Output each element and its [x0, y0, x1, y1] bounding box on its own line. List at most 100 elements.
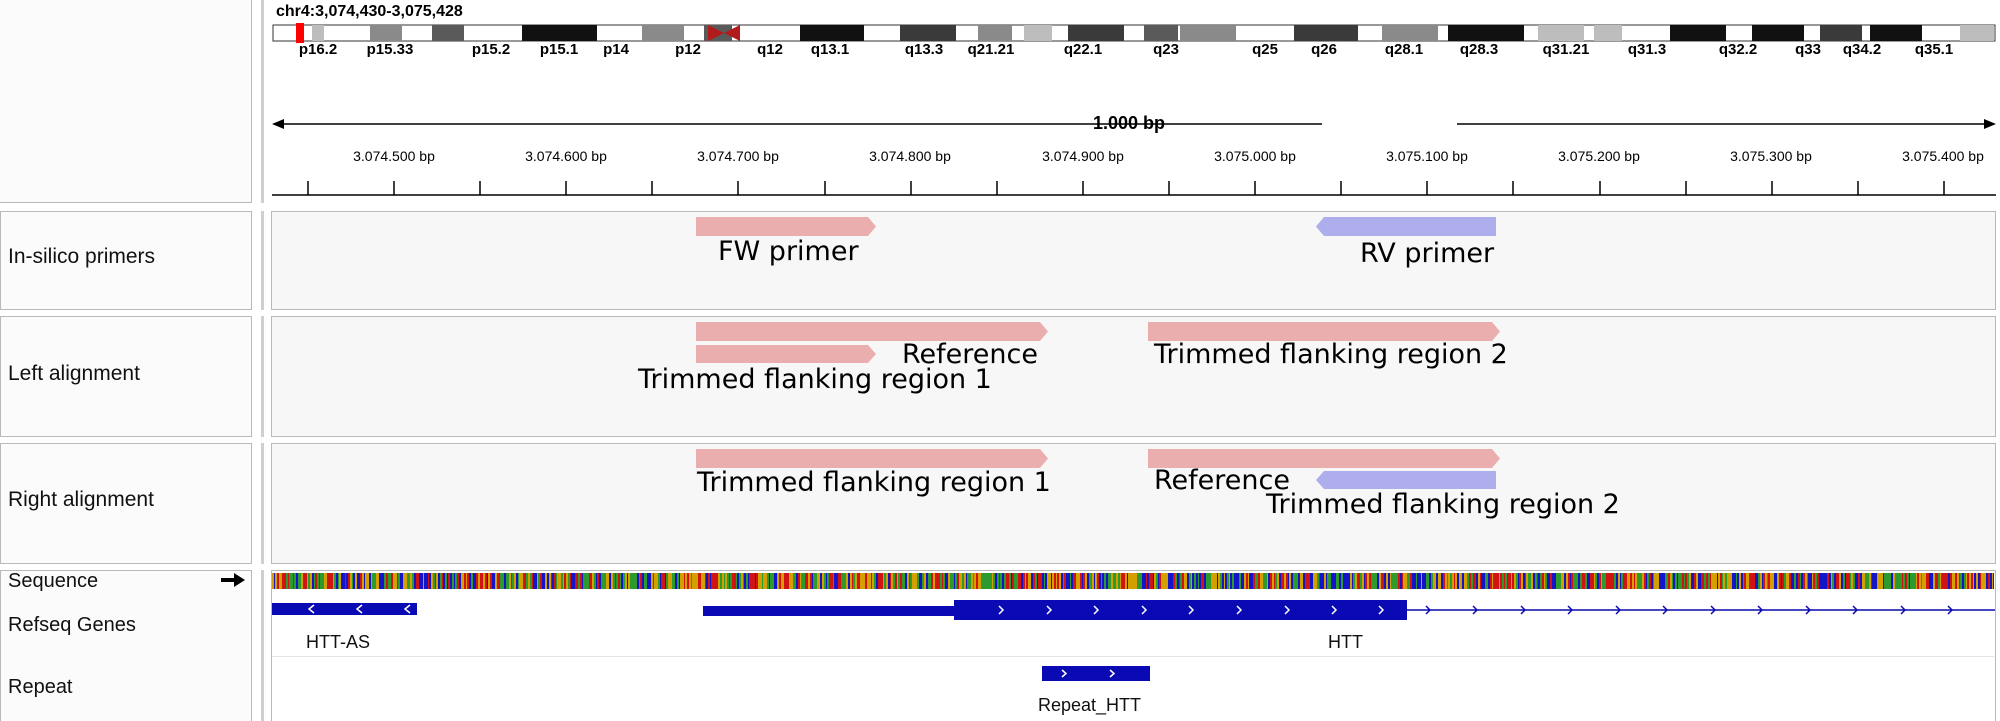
sequence-base	[1064, 573, 1067, 589]
sequence-base	[910, 573, 913, 589]
sequence-base	[560, 573, 563, 589]
panel-divider[interactable]	[261, 0, 264, 203]
gene-htt-as-label: HTT-AS	[306, 632, 371, 652]
sequence-base	[311, 573, 314, 589]
sequence-base	[1595, 573, 1598, 589]
sequence-base	[1047, 573, 1050, 589]
sequence-base	[920, 573, 923, 589]
sequence-base	[891, 573, 894, 589]
sequence-base	[1614, 573, 1617, 589]
sequence-base	[816, 573, 819, 589]
sequence-base	[1159, 573, 1162, 589]
sequence-base	[1593, 573, 1596, 589]
sequence-base	[664, 573, 667, 589]
panel-divider[interactable]	[261, 211, 264, 310]
sequence-base	[687, 573, 690, 589]
repeat-htt-feature[interactable]	[1042, 666, 1150, 681]
sequence-base	[631, 573, 634, 589]
track-area-right-alignment[interactable]	[271, 443, 1996, 564]
sequence-base	[1265, 573, 1268, 589]
track-name-panel-right-alignment[interactable]	[0, 443, 252, 564]
gene-htt-as[interactable]	[272, 601, 422, 617]
chromosome-ideogram[interactable]	[272, 23, 1996, 43]
sequence-base	[662, 573, 665, 589]
sequence-base	[818, 573, 821, 589]
sequence-base	[695, 573, 698, 589]
sequence-base	[723, 573, 726, 589]
right-flank1-feature[interactable]	[696, 449, 1048, 468]
panel-divider[interactable]	[261, 570, 264, 721]
sequence-base	[1867, 573, 1870, 589]
sequence-base	[1455, 573, 1458, 589]
sequence-base	[1732, 573, 1735, 589]
sequence-base	[984, 573, 987, 589]
right-flank2-feature[interactable]	[1316, 471, 1496, 489]
sequence-base	[1969, 573, 1972, 589]
sequence-base	[841, 573, 844, 589]
sequence-base	[379, 573, 382, 589]
sequence-base	[1292, 573, 1295, 589]
track-name-panel-left-alignment[interactable]	[0, 316, 252, 437]
sequence-base	[1420, 573, 1423, 589]
sequence-base	[721, 573, 724, 589]
sequence-base	[1517, 573, 1520, 589]
panel-divider[interactable]	[261, 443, 264, 564]
sequence-base	[517, 573, 520, 589]
sequence-base	[1905, 573, 1908, 589]
left-flank2-feature[interactable]	[1148, 322, 1500, 341]
sequence-base	[780, 573, 783, 589]
sequence-base	[1946, 573, 1949, 589]
panel-divider[interactable]	[261, 316, 264, 437]
right-reference-feature[interactable]	[1148, 449, 1500, 468]
left-flank1-feature[interactable]	[696, 345, 876, 363]
sequence-base	[586, 573, 589, 589]
sequence-base	[285, 573, 288, 589]
track-name-panel-primers[interactable]	[0, 211, 252, 310]
sequence-base	[1346, 573, 1349, 589]
track-name-primers: In-silico primers	[8, 245, 156, 268]
track-area-primers[interactable]	[271, 211, 1996, 310]
sequence-base	[1417, 573, 1420, 589]
sequence-base	[405, 573, 408, 589]
left-flank2-label: Trimmed flanking region 2	[1154, 339, 1508, 370]
ruler-axis[interactable]	[272, 165, 1996, 200]
sequence-base	[896, 573, 899, 589]
sequence-base	[1284, 573, 1287, 589]
track-name-sequence[interactable]: Sequence	[8, 570, 99, 592]
sequence-base	[706, 573, 709, 589]
track-area-left-alignment[interactable]	[271, 316, 1996, 437]
sequence-base	[1244, 573, 1247, 589]
sequence-base	[1315, 573, 1318, 589]
sequence-base	[614, 573, 617, 589]
sequence-base	[491, 573, 494, 589]
sequence-base	[313, 573, 316, 589]
sequence-base	[1092, 573, 1095, 589]
locus-label: chr4:3,074,430-3,075,428	[276, 3, 463, 20]
sequence-base	[633, 573, 636, 589]
sequence-base	[998, 573, 1001, 589]
sequence-base	[846, 573, 849, 589]
sequence-base	[1197, 573, 1200, 589]
sequence-base	[528, 573, 531, 589]
sequence-base	[1223, 573, 1226, 589]
sequence-base	[297, 573, 300, 589]
sequence-base	[1299, 573, 1302, 589]
band-label: p16.2	[298, 41, 338, 58]
sequence-base	[1256, 573, 1259, 589]
sequence-base	[645, 573, 648, 589]
sequence-track[interactable]	[272, 573, 1994, 589]
right-arrow-icon[interactable]	[221, 572, 245, 588]
sequence-base	[301, 573, 304, 589]
sequence-base	[1894, 573, 1897, 589]
band-label: q31.3	[1627, 41, 1667, 58]
sequence-base	[1275, 573, 1278, 589]
fw-primer-feature[interactable]	[696, 217, 876, 236]
gene-htt[interactable]	[703, 598, 1995, 622]
sequence-base	[1239, 573, 1242, 589]
sequence-base	[1053, 573, 1056, 589]
sequence-base	[1008, 573, 1011, 589]
left-reference-feature[interactable]	[696, 322, 1048, 341]
sequence-base	[797, 573, 800, 589]
sequence-base	[1443, 573, 1446, 589]
rv-primer-feature[interactable]	[1316, 217, 1496, 236]
